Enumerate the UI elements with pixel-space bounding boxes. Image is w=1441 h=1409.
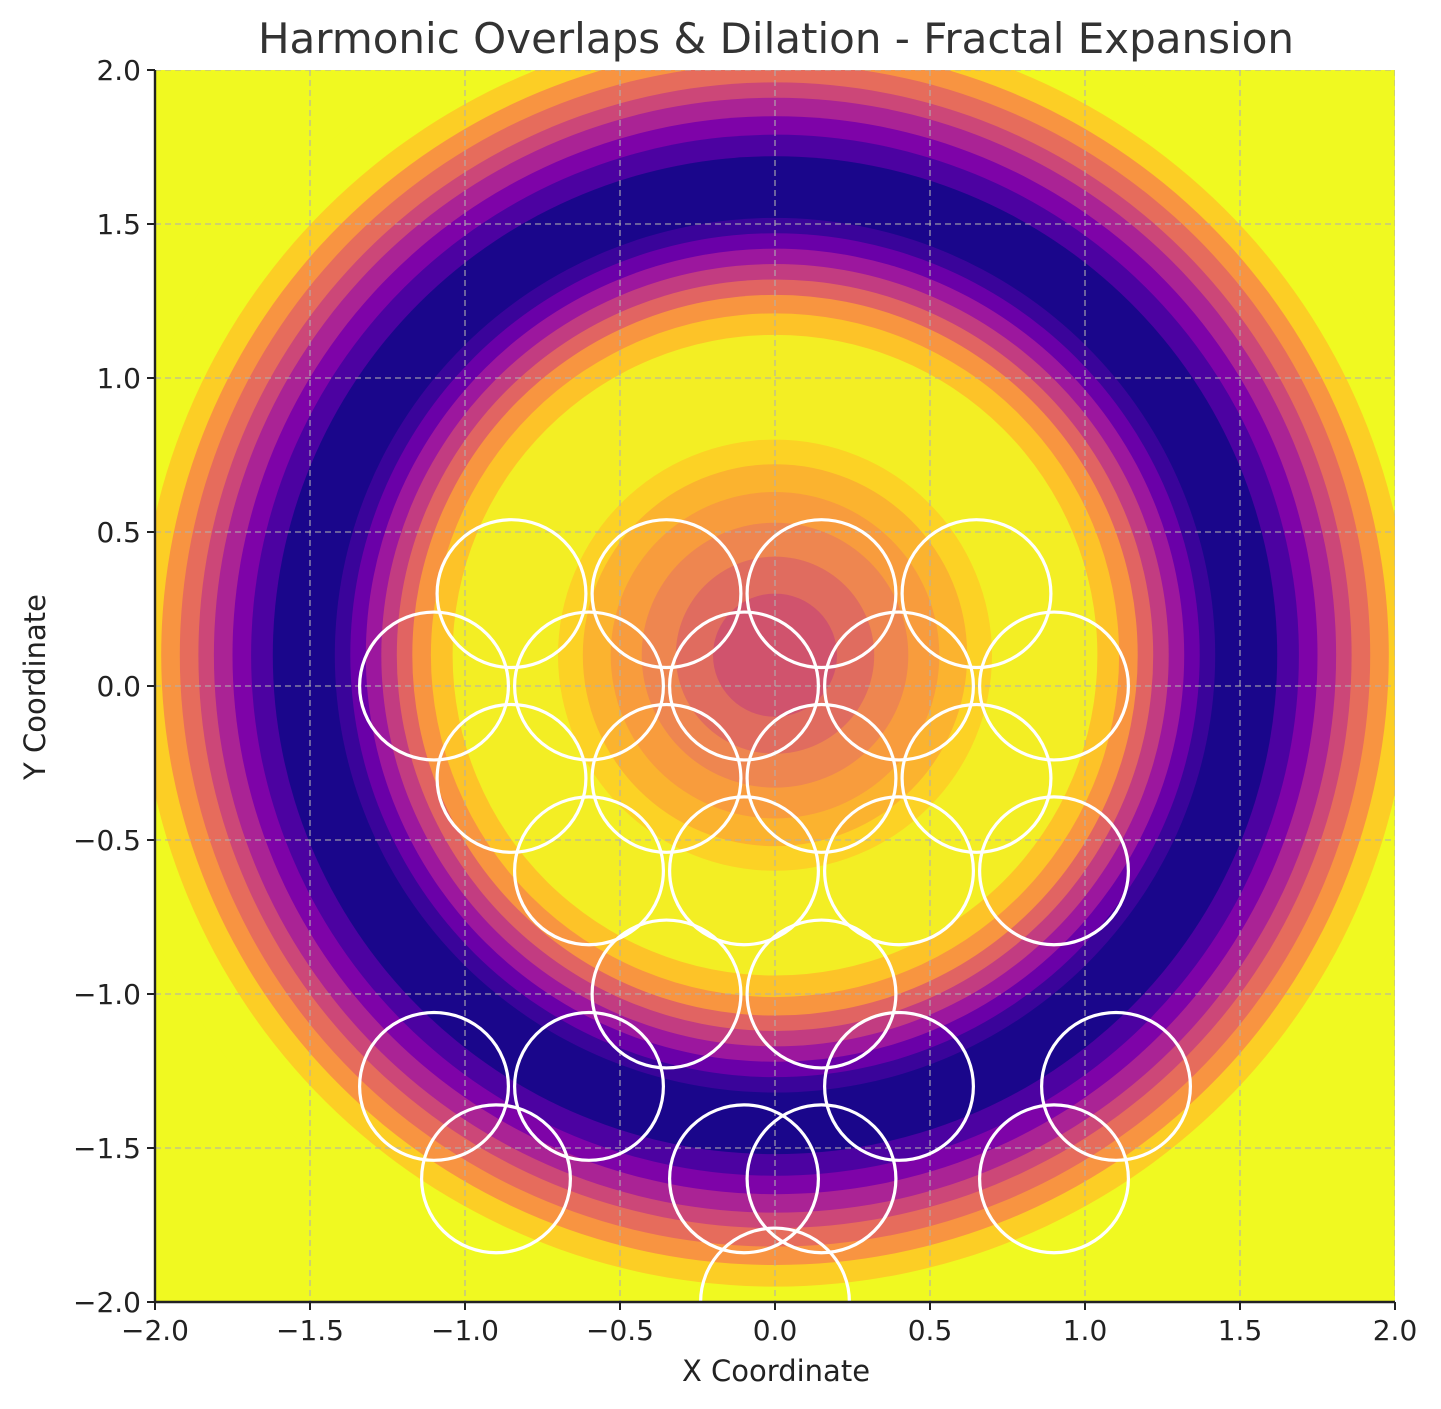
y-tick-label-2: −1.0 [73,978,141,1011]
y-tick-label-3: −0.5 [73,824,141,857]
y-axis-label: Y Coordinate [18,594,52,781]
plot-area [155,70,1395,1302]
y-tick-label-8: 2.0 [96,54,141,87]
circle-11 [745,702,898,854]
x-tick-label-2: −1.0 [431,1314,499,1347]
circle-14 [667,795,820,947]
circle-7 [822,610,975,762]
chart-title: Harmonic Overlaps & Dilation - Fractal E… [258,14,1294,63]
circle-3 [900,518,1053,670]
circle-16 [977,795,1130,947]
y-axis-ticks: −2.0 −1.5 −1.0 −0.5 0.0 0.5 1.0 1.5 2.0 [73,54,155,1319]
circle-22 [1039,1010,1192,1162]
circle-26 [977,1103,1130,1255]
circle-19 [358,1010,511,1162]
circle-4 [358,610,511,762]
circle-23 [420,1103,573,1255]
circle-20 [512,1010,665,1162]
y-tick-label-5: 0.5 [96,516,141,549]
x-tick-label-0: −2.0 [121,1314,189,1347]
circle-5 [512,610,665,762]
circle-24 [667,1103,820,1255]
circle-1 [590,518,743,670]
circle-overlays [358,518,1192,1302]
x-axis-ticks: −2.0 −1.5 −1.0 −0.5 0.0 0.5 1.0 1.5 2.0 [121,1302,1417,1347]
x-tick-label-5: 0.5 [908,1314,953,1347]
circle-2 [745,518,898,670]
y-tick-label-6: 1.0 [96,362,141,395]
y-tick-label-4: 0.0 [96,670,141,703]
circle-9 [435,702,588,854]
circle-13 [512,795,665,947]
x-tick-label-1: −1.5 [276,1314,344,1347]
y-tick-label-0: −2.0 [73,1286,141,1319]
circle-17 [590,918,743,1070]
circle-15 [822,795,975,947]
x-tick-label-3: −0.5 [586,1314,654,1347]
x-tick-label-4: 0.0 [753,1314,798,1347]
circle-0 [435,518,588,670]
circle-8 [977,610,1130,762]
x-tick-label-7: 1.5 [1218,1314,1263,1347]
y-tick-label-7: 1.5 [96,208,141,241]
y-tick-label-1: −1.5 [73,1132,141,1165]
x-axis-label: X Coordinate [682,1354,870,1388]
circle-12 [900,702,1053,854]
circle-10 [590,702,743,854]
circle-25 [745,1103,898,1255]
grid [155,70,1395,1302]
circle-21 [822,1010,975,1162]
contour-field [155,70,1395,1302]
circle-18 [745,918,898,1070]
x-tick-label-6: 1.0 [1063,1314,1108,1347]
circle-6 [667,610,820,762]
x-tick-label-8: 2.0 [1373,1314,1418,1347]
